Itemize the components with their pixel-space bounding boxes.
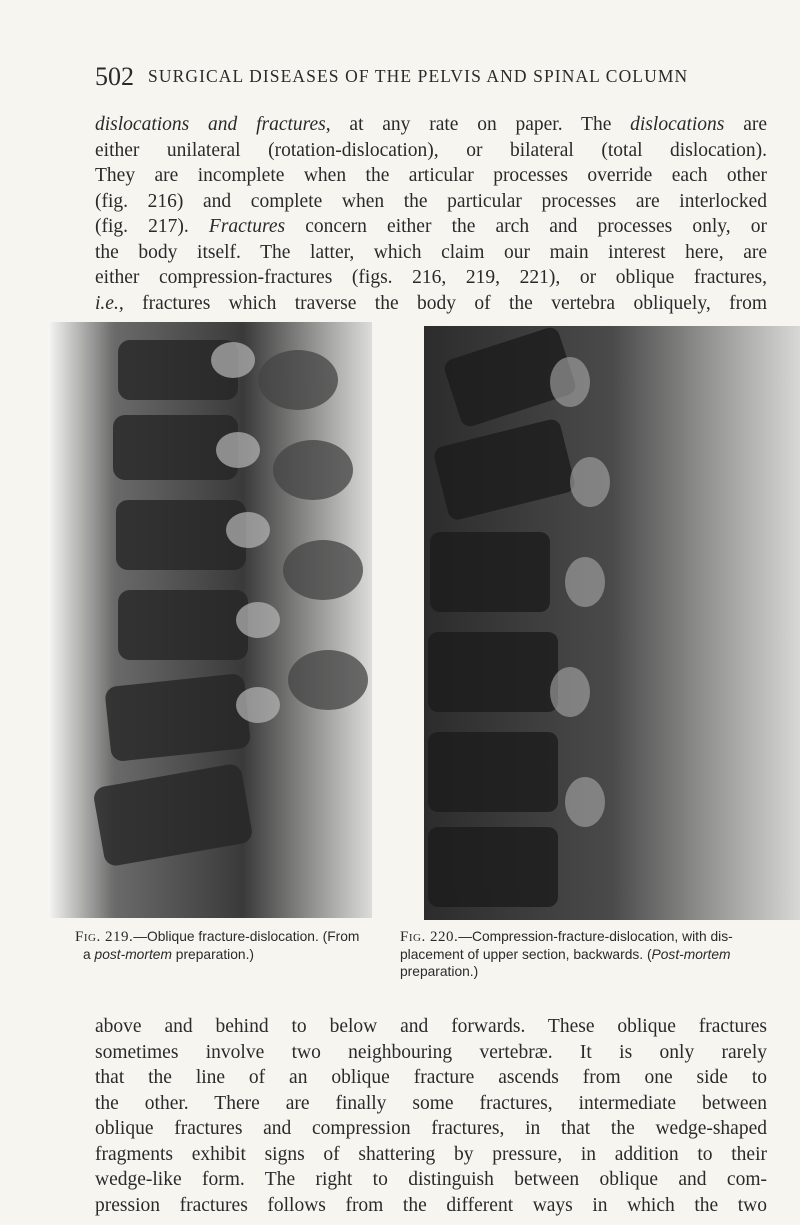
text-line: above and behind to below and forwards. …: [95, 1014, 767, 1040]
italic-run: i.e.,: [95, 292, 124, 314]
italic-run: post-mortem: [94, 947, 172, 962]
text-line: pression fractures follows from the diff…: [95, 1193, 767, 1219]
text-run: pression fractures follows from the diff…: [95, 1194, 767, 1216]
figure-caption: Fig. 219.—Oblique fracture-dislocation. …: [75, 928, 375, 963]
text-run: fragments exhibit signs of shattering by…: [95, 1143, 767, 1165]
text-line: a post-mortem preparation.): [75, 946, 375, 963]
text-run: sometimes involve two neighbouring verte…: [95, 1041, 767, 1063]
text-run: They are incomplete when the articular p…: [95, 165, 767, 186]
page-number: 502: [95, 62, 134, 91]
text-line: placement of upper section, backwards. (…: [400, 946, 800, 963]
text-line: that the line of an oblique fracture asc…: [95, 1065, 767, 1091]
italic-run: Post-mortem: [651, 947, 731, 962]
text-run: preparation.): [171, 947, 255, 962]
text-run: —Compression-fracture-dislocation, with …: [458, 929, 733, 944]
italic-run: dislocations and fractures: [95, 114, 326, 135]
italic-run: dislocations: [630, 114, 725, 135]
text-line: wedge-like form. The right to distinguis…: [95, 1167, 767, 1193]
figure-label: Fig. 219.: [75, 929, 134, 945]
text-run: are: [724, 114, 767, 135]
text-line: Fig. 219.—Oblique fracture-dislocation. …: [75, 928, 375, 946]
text-line: the other. There are finally some fractu…: [95, 1091, 767, 1117]
text-run: fractures which traverse the body of the…: [123, 292, 767, 314]
xray-right: [424, 326, 800, 920]
text-line: the body itself. The latter, which claim…: [95, 240, 767, 266]
text-run: —Oblique fracture-dislocation. (From: [133, 929, 360, 944]
text-run: either unilateral (rotation-dislocation)…: [95, 139, 767, 161]
paragraph: above and behind to below and forwards. …: [95, 1014, 767, 1218]
text-run: preparation.): [400, 964, 479, 979]
text-run: that the line of an oblique fracture asc…: [95, 1067, 767, 1088]
text-run: either compression-fractures (figs. 216,…: [95, 267, 767, 288]
text-line: preparation.): [400, 963, 800, 980]
italic-run: Fractures: [208, 216, 286, 237]
text-run: (fig. 217).: [95, 216, 209, 237]
text-line: either compression-fractures (figs. 216,…: [95, 265, 767, 291]
text-run: a: [83, 947, 95, 962]
text-line: sometimes involve two neighbouring verte…: [95, 1040, 767, 1066]
text-line: (fig. 217). Fractures concern either the…: [95, 214, 767, 240]
text-line: (fig. 216) and complete when the particu…: [95, 189, 767, 215]
text-line: They are incomplete when the articular p…: [95, 163, 767, 189]
text-line: either unilateral (rotation-dislocation)…: [95, 138, 767, 164]
text-run: the other. There are finally some fractu…: [95, 1092, 767, 1114]
figure-label: Fig. 220.: [400, 929, 459, 945]
text-line: fragments exhibit signs of shattering by…: [95, 1142, 767, 1168]
text-line: i.e., fractures which traverse the body …: [95, 291, 767, 317]
figure-caption: Fig. 220.—Compression-fracture-dislocati…: [400, 928, 800, 980]
running-title: SURGICAL DISEASES OF THE PELVIS AND SPIN…: [148, 66, 689, 86]
text-run: (fig. 216) and complete when the particu…: [95, 190, 767, 212]
paragraph: dislocations and fractures, at any rate …: [95, 112, 767, 316]
text-run: wedge-like form. The right to distinguis…: [95, 1169, 767, 1190]
text-run: , at any rate on paper. The: [325, 114, 631, 135]
text-run: placement of upper section, backwards. (: [400, 947, 652, 962]
text-run: the body itself. The latter, which claim…: [95, 241, 767, 263]
xray-left: [50, 322, 372, 918]
text-line: dislocations and fractures, at any rate …: [95, 112, 767, 138]
text-run: above and behind to below and forwards. …: [95, 1016, 767, 1037]
text-run: concern either the arch and processes on…: [285, 216, 767, 237]
text-line: oblique fractures and compression fractu…: [95, 1116, 767, 1142]
text-run: oblique fractures and compression fractu…: [95, 1118, 767, 1139]
text-line: Fig. 220.—Compression-fracture-dislocati…: [400, 928, 800, 946]
